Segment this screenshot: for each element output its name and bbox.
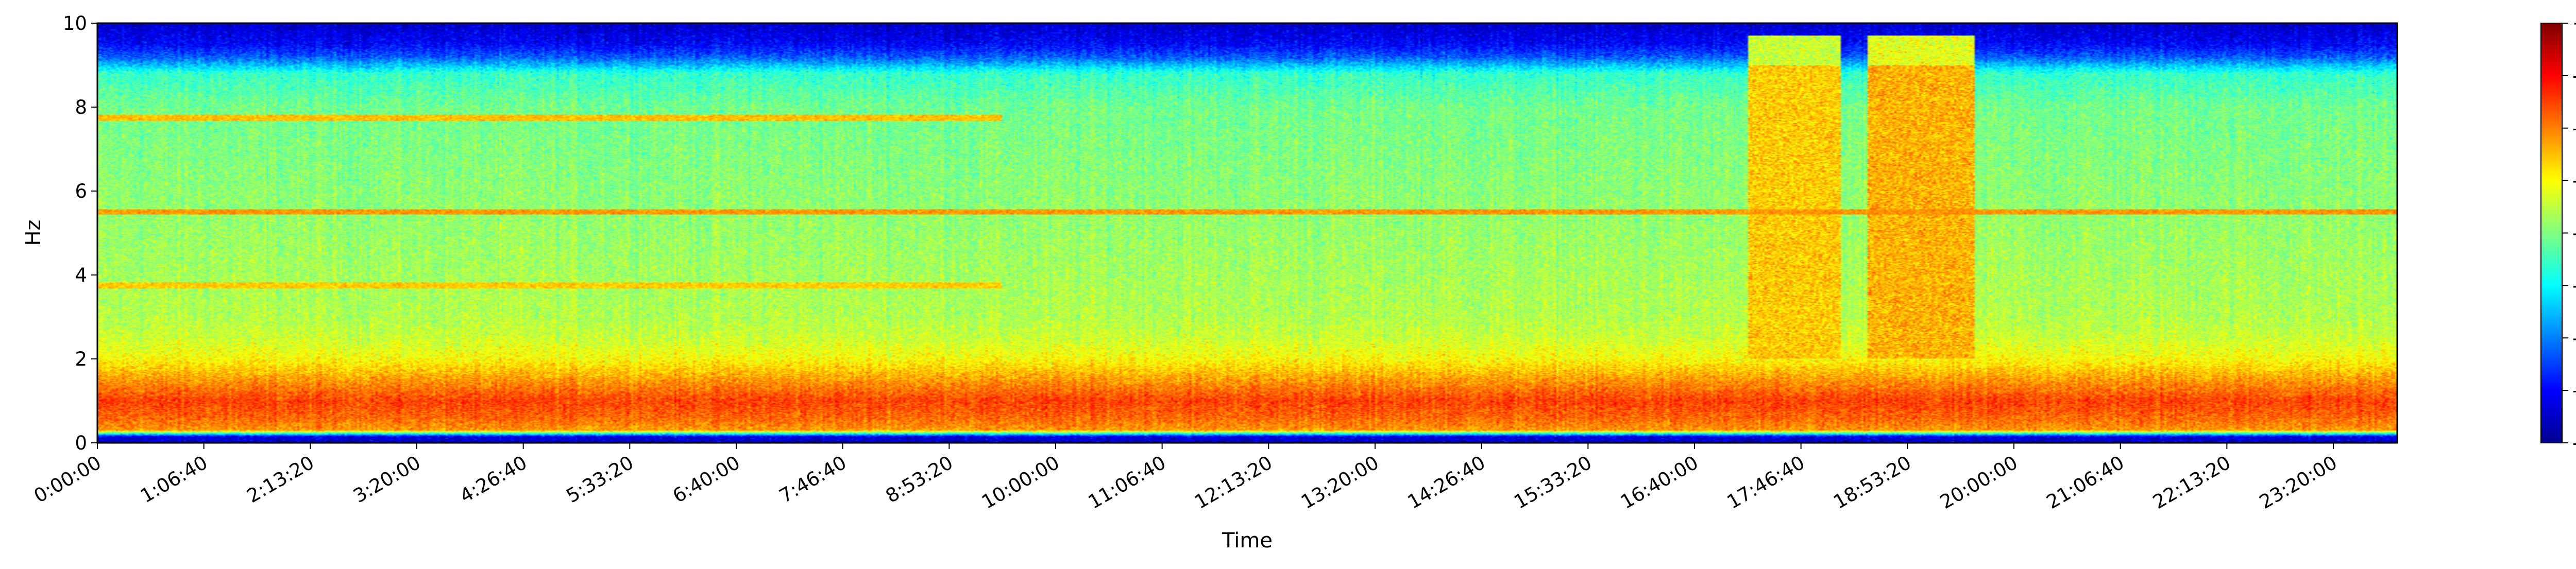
y-tick-label: 10 (63, 12, 87, 35)
x-tick-label: 1:06:40 (137, 452, 211, 508)
colorbar-tick-label: -50 dB (2572, 274, 2576, 297)
x-tick-label: 12:13:20 (1191, 452, 1276, 513)
y-tick-label: 8 (75, 96, 87, 118)
x-tick-label: 7:46:40 (775, 452, 850, 508)
x-tick-label: 23:20:00 (2256, 452, 2341, 513)
x-axis: 0:00:00 1:06:40 2:13:20 3:20:00 4:26:40 5:33:… (30, 443, 2341, 513)
x-tick-label: 13:20:00 (1297, 452, 1382, 513)
x-axis-label: Time (1222, 529, 1273, 553)
colorbar-tick-label: -20 dB (2572, 117, 2576, 140)
colorbar-tick-label: -40 dB (2572, 222, 2576, 245)
x-tick-label: 14:26:40 (1404, 452, 1489, 513)
y-axis-label: Hz (22, 219, 45, 246)
colorbar: +0 dB -10 dB -20 dB -30 dB -40 dB -50 dB -60 d… (2540, 12, 2576, 454)
spectrogram-plot-area (96, 22, 2398, 444)
x-tick-label: 2:13:20 (243, 452, 318, 508)
y-tick-label: 6 (75, 180, 87, 202)
colorbar-gradient (2540, 23, 2563, 443)
x-tick-label: 11:06:40 (1084, 452, 1170, 513)
plot-frame (96, 22, 2398, 444)
x-tick-label: 4:26:40 (456, 452, 531, 508)
x-tick-label: 15:33:20 (1510, 452, 1595, 513)
x-tick-label: 3:20:00 (349, 452, 424, 508)
colorbar-tick-label: -30 dB (2572, 170, 2576, 192)
x-tick-label: 10:00:00 (978, 452, 1063, 513)
y-tick-label: 4 (75, 264, 87, 286)
colorbar-tick-label: -60 dB (2572, 327, 2576, 349)
x-tick-label: 16:40:00 (1617, 452, 1702, 513)
colorbar-tick-label: +0 dB (2572, 12, 2576, 35)
y-tick-label: 2 (75, 348, 87, 370)
x-tick-label: 8:53:20 (882, 452, 957, 508)
x-tick-label: 21:06:40 (2043, 452, 2128, 513)
colorbar-tick-label: -70 dB (2572, 380, 2576, 402)
x-tick-label: 18:53:20 (1829, 452, 1914, 513)
x-tick-label: 17:46:40 (1723, 452, 1808, 513)
y-axis: 0 2 4 6 8 10 (63, 12, 97, 454)
spectrogram-heatmap (97, 23, 2397, 443)
x-tick-label: 22:13:20 (2149, 452, 2234, 513)
colorbar-tick-label: -80 dB (2572, 432, 2576, 454)
x-tick-label: 6:40:00 (669, 452, 743, 508)
x-tick-label: 20:00:00 (1936, 452, 2021, 513)
y-tick-label: 0 (75, 432, 87, 454)
colorbar-tick-label: -10 dB (2572, 65, 2576, 87)
x-tick-label: 0:00:00 (30, 452, 105, 508)
x-tick-label: 5:33:20 (563, 452, 637, 508)
